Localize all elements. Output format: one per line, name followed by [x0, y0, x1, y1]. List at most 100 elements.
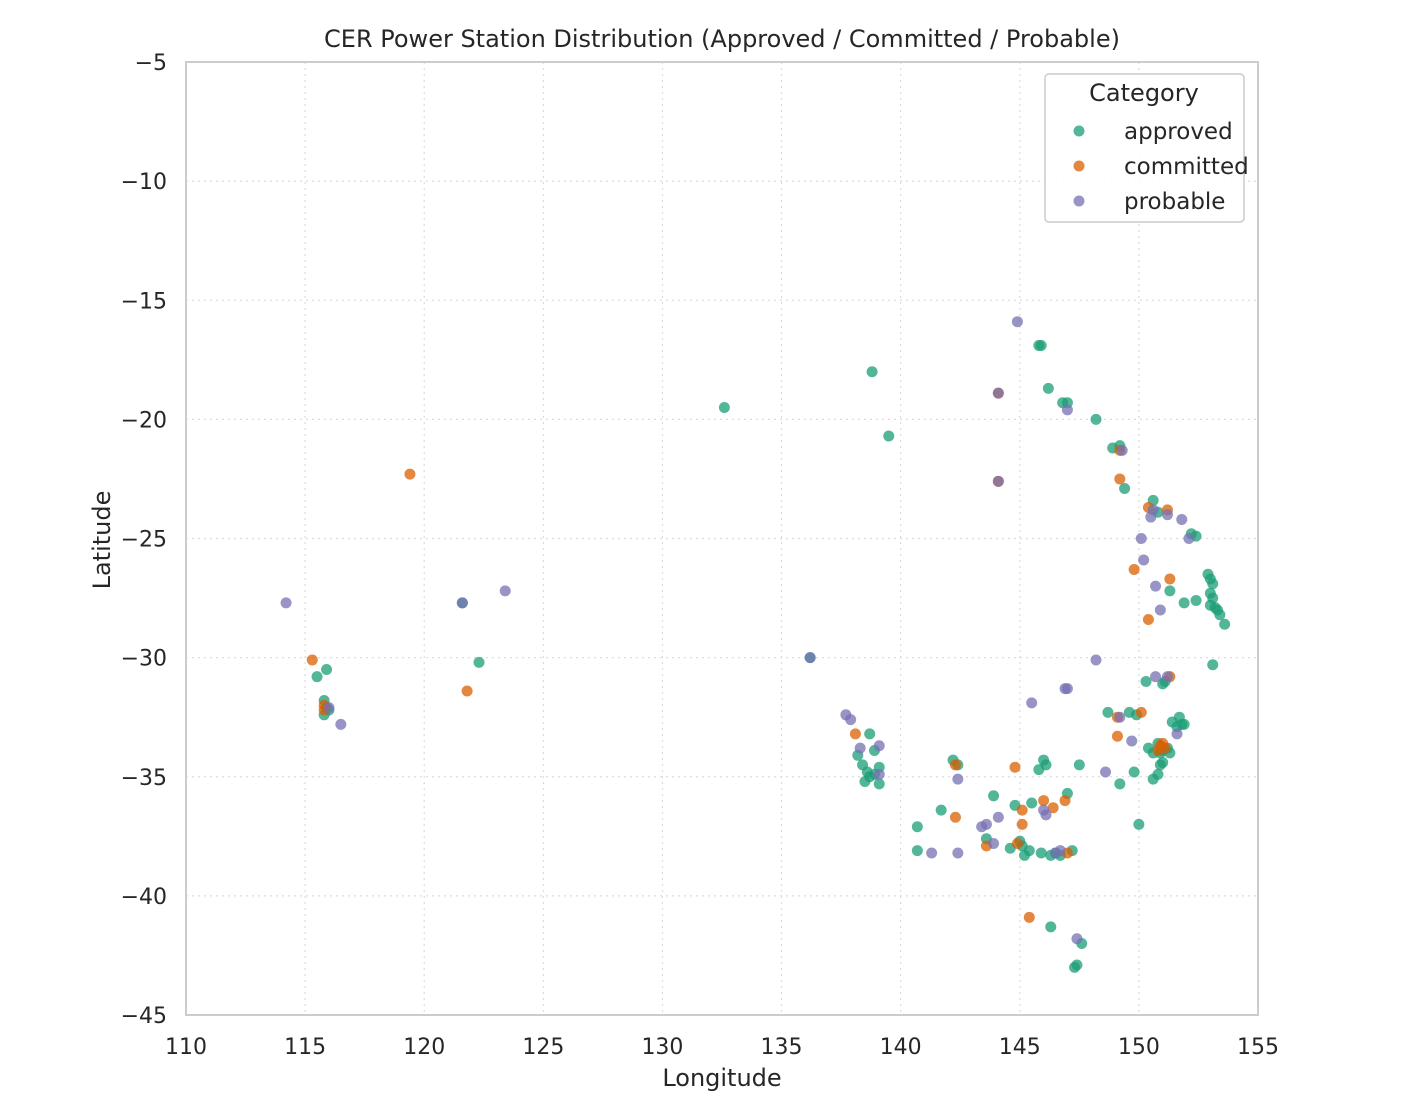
- data-point-approved: [1128, 766, 1140, 778]
- data-point-approved: [911, 821, 923, 833]
- data-point-committed: [1135, 706, 1147, 718]
- x-tick-label: 130: [641, 1035, 683, 1060]
- legend-marker-probable: [1073, 195, 1085, 207]
- data-point-probable: [952, 847, 964, 859]
- data-point-probable: [1116, 444, 1128, 456]
- x-axis-label: Longitude: [662, 1064, 781, 1092]
- data-point-committed: [1128, 563, 1140, 575]
- data-point-approved: [1114, 778, 1126, 790]
- data-point-probable: [1154, 604, 1166, 616]
- x-tick-label: 110: [165, 1035, 207, 1060]
- data-point-committed: [1038, 795, 1050, 807]
- data-point-approved: [311, 671, 323, 683]
- y-axis-ticks: −5 −10 −15 −20 −25 −30 −35 −40 −45: [121, 51, 167, 1029]
- data-point-probable: [1011, 316, 1023, 328]
- data-point-committed: [1059, 795, 1071, 807]
- data-point-approved: [1023, 845, 1035, 857]
- data-point-approved: [1040, 759, 1052, 771]
- chart-title: CER Power Station Distribution (Approved…: [324, 25, 1120, 53]
- legend-marker-approved: [1073, 125, 1085, 137]
- data-point-approved: [1207, 578, 1219, 590]
- data-point-approved: [1178, 597, 1190, 609]
- plot-frame: [185, 61, 1259, 1016]
- data-point-approved: [873, 778, 885, 790]
- legend-label-committed: committed: [1124, 154, 1249, 180]
- y-tick-label: −40: [121, 885, 167, 910]
- data-point-probable: [804, 652, 816, 664]
- data-point-approved: [911, 845, 923, 857]
- data-point-approved: [1219, 618, 1231, 630]
- x-tick-label: 145: [999, 1035, 1041, 1060]
- data-point-approved: [1042, 382, 1054, 394]
- data-point-approved: [1214, 609, 1226, 621]
- data-point-probable: [335, 718, 347, 730]
- y-tick-label: −15: [121, 289, 167, 314]
- data-point-approved: [1133, 818, 1145, 830]
- data-point-approved: [1090, 413, 1102, 425]
- y-tick-label: −25: [121, 528, 167, 553]
- x-axis-ticks: 110 115 120 125 130 135 140 145 150 155: [165, 1035, 1279, 1060]
- data-point-committed: [1047, 802, 1059, 814]
- data-point-probable: [1183, 533, 1195, 544]
- data-point-probable: [456, 597, 468, 609]
- x-tick-label: 125: [522, 1035, 564, 1060]
- legend-box: [1044, 73, 1245, 223]
- data-point-probable: [873, 740, 885, 752]
- data-point-probable: [992, 387, 1004, 399]
- data-point-probable: [1138, 554, 1150, 566]
- data-point-committed: [1009, 761, 1021, 773]
- x-tick-label: 135: [761, 1035, 803, 1060]
- grid: [186, 62, 1258, 1015]
- data-point-committed: [1111, 730, 1123, 742]
- data-point-probable: [499, 585, 511, 597]
- data-point-probable: [1161, 509, 1173, 521]
- x-tick-label: 155: [1237, 1035, 1279, 1060]
- data-point-probable: [992, 475, 1004, 487]
- data-point-probable: [952, 773, 964, 785]
- x-tick-label: 120: [403, 1035, 445, 1060]
- data-point-committed: [849, 728, 861, 740]
- data-point-approved: [859, 776, 871, 788]
- data-point-committed: [1142, 614, 1154, 626]
- data-point-probable: [988, 837, 1000, 849]
- data-point-committed: [1023, 911, 1035, 923]
- data-point-probable: [1176, 513, 1188, 525]
- data-point-probable: [1135, 533, 1147, 544]
- data-point-approved: [866, 366, 878, 378]
- data-point-approved: [718, 401, 730, 413]
- data-point-approved: [1035, 847, 1047, 859]
- data-point-probable: [1161, 671, 1173, 683]
- data-point-committed: [1016, 804, 1028, 816]
- data-point-probable: [992, 811, 1004, 823]
- data-point-committed: [949, 759, 961, 771]
- x-tick-label: 140: [880, 1035, 922, 1060]
- data-point-probable: [1061, 683, 1073, 695]
- x-tick-label: 115: [284, 1035, 326, 1060]
- legend: Category approved committed probable: [1044, 73, 1249, 223]
- data-point-approved: [1178, 718, 1190, 730]
- data-point-probable: [1026, 697, 1038, 709]
- data-point-approved: [1073, 759, 1085, 771]
- legend-marker-committed: [1073, 160, 1085, 172]
- y-tick-label: −20: [121, 408, 167, 433]
- y-tick-label: −5: [135, 51, 167, 76]
- data-point-probable: [1150, 580, 1162, 592]
- data-point-probable: [1061, 404, 1073, 416]
- data-point-committed: [461, 685, 473, 697]
- data-point-probable: [1114, 711, 1126, 723]
- data-point-approved: [1071, 959, 1083, 971]
- data-point-committed: [1114, 473, 1126, 485]
- y-axis-label: Latitude: [88, 491, 116, 590]
- legend-label-approved: approved: [1124, 119, 1233, 145]
- data-point-committed: [1016, 818, 1028, 830]
- data-point-committed: [1159, 742, 1171, 754]
- data-point-committed: [949, 811, 961, 823]
- y-tick-label: −10: [121, 170, 167, 195]
- data-points: [280, 316, 1231, 973]
- data-point-probable: [926, 847, 938, 859]
- data-point-approved: [864, 728, 876, 740]
- data-point-approved: [1140, 675, 1152, 687]
- data-point-approved: [988, 790, 1000, 802]
- data-point-approved: [1102, 706, 1114, 718]
